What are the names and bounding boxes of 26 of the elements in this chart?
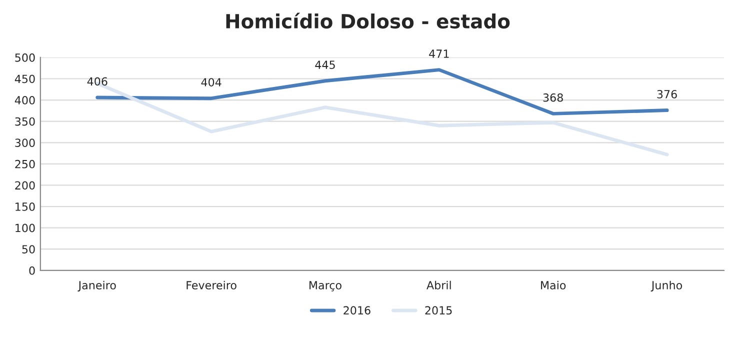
data-label: 368 bbox=[543, 93, 563, 102]
y-tick-label: 250 bbox=[15, 160, 35, 168]
data-label: 376 bbox=[657, 90, 677, 98]
legend-label: 2015 bbox=[425, 306, 452, 315]
y-tick-label: 50 bbox=[22, 245, 35, 254]
chart-title: Homicídio Doloso - estado bbox=[226, 12, 510, 29]
x-tick-label: Abril bbox=[426, 280, 451, 290]
y-tick-label: 350 bbox=[15, 117, 35, 126]
y-tick-label: 300 bbox=[15, 138, 35, 148]
y-tick-label: 400 bbox=[14, 96, 35, 104]
y-tick-label: 150 bbox=[16, 202, 35, 211]
y-tick-label: 0 bbox=[29, 266, 35, 275]
data-label: 471 bbox=[429, 50, 449, 58]
data-label: 406 bbox=[87, 77, 108, 86]
x-tick-label: Fevereiro bbox=[186, 280, 236, 290]
y-tick-label: 450 bbox=[14, 74, 35, 84]
data-label: 445 bbox=[315, 60, 335, 70]
y-tick-label: 500 bbox=[15, 53, 35, 62]
y-tick-label: 200 bbox=[15, 181, 35, 190]
legend-label: 2016 bbox=[344, 306, 370, 315]
data-label: 404 bbox=[201, 78, 222, 86]
x-tick-label: Junho bbox=[650, 280, 682, 292]
x-tick-label: Maio bbox=[541, 280, 566, 290]
x-tick-label: Janeiro bbox=[78, 280, 116, 292]
x-tick-label: Março bbox=[310, 281, 342, 292]
y-tick-label: 100 bbox=[16, 224, 35, 232]
